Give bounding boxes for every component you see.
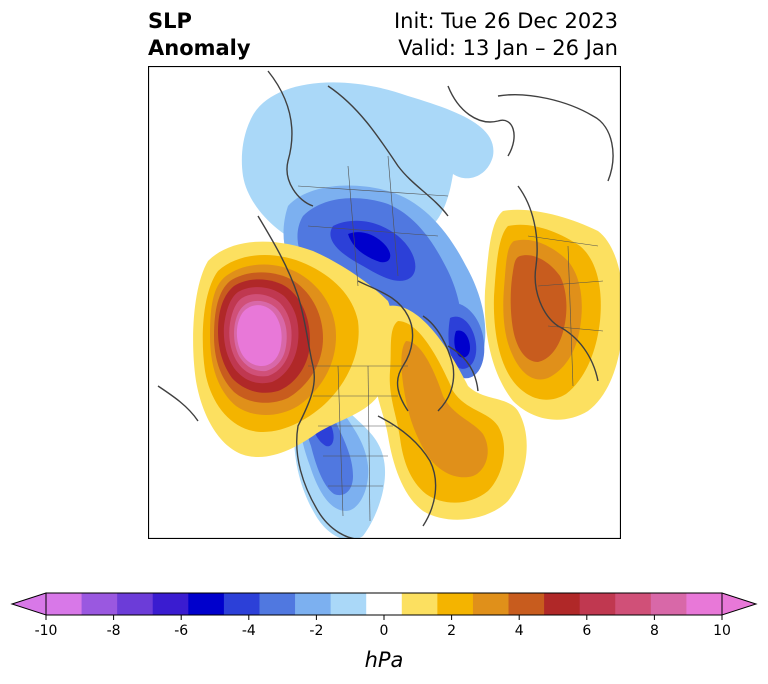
colorbar-segment [508, 593, 545, 615]
colorbar-segment [544, 593, 581, 615]
valid-date-range: Valid: 13 Jan – 26 Jan [398, 36, 618, 60]
colorbar-segment [81, 593, 118, 615]
map-frame [148, 66, 621, 539]
anomaly-contour-greenland-core [454, 330, 470, 358]
map-title-line2: Anomaly [148, 36, 251, 60]
colorbar-tick-label: -6 [174, 623, 188, 639]
colorbar-tick-label: -4 [242, 623, 256, 639]
colorbar-tick-label: 6 [582, 623, 591, 639]
colorbar-segment [401, 593, 438, 615]
colorbar-tick-label: 8 [650, 623, 659, 639]
anomaly-contour-europe-rust [510, 255, 567, 362]
colorbar-segment [615, 593, 652, 615]
colorbar-tick-labels: -10 -8 -6 -4 -2 0 2 4 6 8 10 [35, 623, 731, 639]
borders [297, 155, 604, 522]
colorbar-tick-label: 0 [380, 623, 389, 639]
colorbar-ticks [45, 615, 723, 620]
colorbar-unit-label: hPa [365, 648, 404, 672]
colorbar-tick-label: -8 [107, 623, 121, 639]
colorbar: -10 -8 -6 -4 -2 0 2 4 6 8 10 hPa [10, 592, 758, 672]
colorbar-segment [330, 593, 367, 615]
map-title-line1: SLP [148, 9, 192, 33]
colorbar-segment [259, 593, 296, 615]
colorbar-segment [188, 593, 225, 615]
colorbar-segment [650, 593, 687, 615]
anomaly-contour-hudson-core [348, 232, 391, 263]
colorbar-segment [437, 593, 474, 615]
colorbar-segment [472, 593, 510, 615]
colorbar-tick-label: 2 [447, 623, 456, 639]
colorbar-extend-min [10, 592, 47, 616]
init-date: Init: Tue 26 Dec 2023 [393, 9, 618, 33]
anomaly-contour-pacific-core [236, 305, 282, 366]
colorbar-segment [366, 593, 403, 615]
coastlines [157, 70, 614, 539]
slp-anomaly-map [148, 66, 621, 539]
colorbar-tick-label: 10 [713, 623, 731, 639]
map-title: SLP Anomaly [148, 8, 251, 62]
colorbar-segment [686, 593, 723, 615]
colorbar-segments [10, 592, 758, 616]
colorbar-tick-label: -10 [35, 623, 58, 639]
colorbar-segment [295, 593, 332, 615]
colorbar-tick-label: 4 [515, 623, 524, 639]
colorbar-segment [152, 593, 189, 615]
colorbar-tick-label: -2 [309, 623, 323, 639]
colorbar-segment [117, 593, 154, 615]
colorbar-segment [46, 593, 83, 615]
colorbar-extend-max [721, 592, 758, 616]
map-dates: Init: Tue 26 Dec 2023 Valid: 13 Jan – 26… [394, 8, 618, 62]
anomaly-contour-atlantic-orange [401, 341, 488, 478]
colorbar-segment [579, 593, 616, 615]
colorbar-segment [223, 593, 260, 615]
